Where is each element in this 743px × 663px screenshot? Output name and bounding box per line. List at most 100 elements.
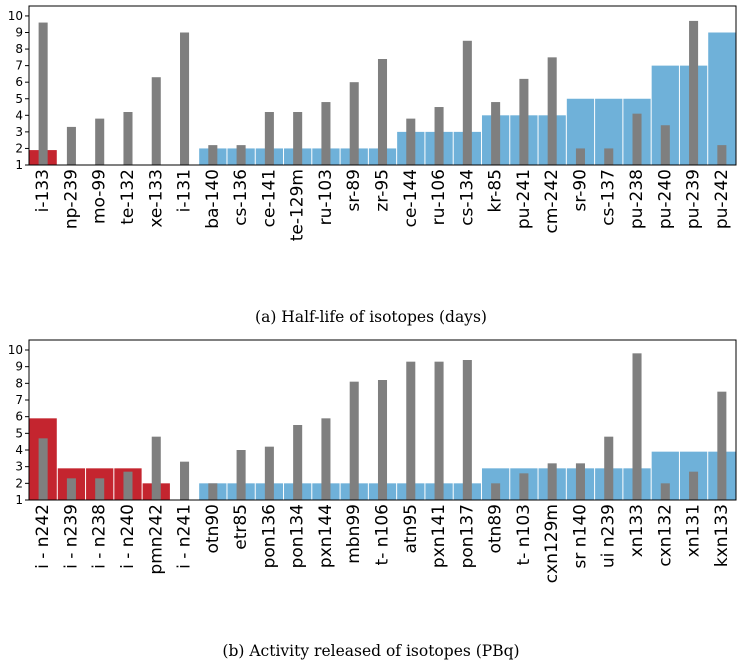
category-label: pxn141 — [429, 504, 449, 568]
category-label: i - n242 — [33, 504, 53, 569]
overlay-bar — [406, 361, 416, 500]
overlay-bar — [632, 113, 642, 165]
overlay-bar — [236, 450, 246, 500]
y-tick-label: 10 — [8, 9, 23, 23]
overlay-bar — [180, 461, 190, 500]
overlay-bar — [660, 483, 670, 500]
overlay-bar — [689, 471, 699, 500]
overlay-bar — [434, 107, 444, 165]
category-label: i-133 — [33, 169, 53, 212]
overlay-bar — [604, 436, 614, 500]
overlay-bar — [236, 145, 246, 165]
caption-half-life: (a) Half-life of isotopes (days) — [255, 308, 487, 326]
category-label: cs-136 — [231, 169, 251, 226]
y-tick-label: 8 — [15, 376, 23, 390]
y-tick-label: 2 — [15, 476, 23, 490]
category-label: pu-239 — [684, 169, 704, 229]
chart-activity-released: 1 2 3 4 5 6 7 8 9 10 i - n242 i - n239 i - n238 i - n… — [8, 339, 737, 583]
category-label: mo-99 — [90, 169, 110, 224]
y-tick-label: 5 — [15, 92, 23, 106]
category-label: pmn242 — [146, 504, 166, 575]
overlay-bar — [66, 126, 76, 165]
category-label: otn89 — [486, 504, 506, 553]
category-label: pon137 — [457, 504, 477, 568]
overlay-bar — [689, 20, 699, 165]
y-tick-label: 1 — [15, 493, 23, 507]
category-label: xe-133 — [146, 169, 166, 228]
category-label: pu-242 — [712, 169, 732, 229]
category-label: zr-95 — [373, 169, 393, 212]
category-label: etr85 — [231, 504, 251, 550]
category-label: t- n106 — [373, 504, 393, 565]
overlay-bar — [349, 381, 359, 500]
category-label: sr-90 — [570, 169, 590, 212]
overlay-bar — [151, 436, 161, 500]
bar — [708, 32, 736, 165]
y-tick-label: 3 — [15, 125, 23, 139]
overlay-bar — [604, 148, 614, 165]
category-label: cs-137 — [599, 169, 619, 226]
category-label: sr n140 — [570, 504, 590, 568]
overlay-bar — [151, 77, 161, 165]
overlay-bar — [519, 78, 529, 165]
plot-frame — [28, 339, 737, 501]
category-label: pon134 — [288, 504, 308, 568]
category-label: ce-141 — [259, 169, 279, 227]
overlay-bar — [491, 102, 501, 165]
overlay-bar — [377, 380, 388, 500]
overlay-bar — [208, 145, 218, 165]
y-tick-label: 9 — [15, 26, 23, 40]
category-label: mbn99 — [344, 504, 364, 564]
y-tick-label: 4 — [15, 443, 23, 457]
category-label: pu-240 — [655, 169, 675, 229]
category-label: pu-238 — [627, 169, 647, 229]
y-tick-label: 10 — [8, 343, 23, 357]
category-label: kr-85 — [486, 169, 506, 213]
overlay-bar — [321, 418, 331, 500]
overlay-bar — [123, 112, 133, 165]
overlay-bar — [406, 118, 416, 165]
overlay-bar — [547, 57, 557, 165]
overlay-bar — [660, 125, 670, 165]
overlay-bar — [95, 118, 105, 165]
overlay-bar — [519, 473, 529, 500]
category-label: cs-134 — [457, 169, 477, 226]
category-label: cm-242 — [542, 169, 562, 234]
category-label: ru-106 — [429, 169, 449, 225]
overlay-bar — [462, 360, 472, 500]
y-tick-label: 7 — [15, 59, 23, 73]
overlay-bar — [293, 112, 303, 165]
category-label: te-132 — [118, 169, 138, 225]
category-label: ba-140 — [203, 169, 223, 229]
overlay-bar — [208, 483, 218, 500]
y-tick-label: 6 — [15, 75, 23, 89]
category-label: te-129m — [288, 169, 308, 241]
overlay-bar — [575, 148, 585, 165]
overlay-bar — [66, 478, 76, 500]
overlay-bar — [180, 32, 190, 165]
category-label: np-239 — [61, 169, 81, 229]
category-label: otn90 — [203, 504, 223, 553]
category-label: pxn144 — [316, 504, 336, 568]
category-label: ui n239 — [599, 504, 619, 568]
y-tick-label: 2 — [15, 141, 23, 155]
category-label: ce-144 — [401, 169, 421, 227]
category-label: cxn129m — [542, 504, 562, 583]
y-tick-label: 4 — [15, 108, 23, 122]
y-tick-label: 6 — [15, 410, 23, 424]
category-label: sr-89 — [344, 169, 364, 212]
category-label: i - n239 — [61, 504, 81, 569]
overlay-bar — [462, 40, 472, 165]
overlay-bar — [264, 446, 274, 500]
y-tick-label: 7 — [15, 393, 23, 407]
overlay-bar — [123, 471, 133, 500]
y-tick-label: 3 — [15, 460, 23, 474]
overlay-bar — [547, 463, 557, 500]
category-label: i - n238 — [90, 504, 110, 569]
overlay-bar — [632, 353, 642, 500]
overlay-bar — [264, 112, 274, 165]
category-label: ru-103 — [316, 169, 336, 225]
overlay-bar — [717, 391, 727, 500]
category-label: i-131 — [175, 169, 195, 212]
